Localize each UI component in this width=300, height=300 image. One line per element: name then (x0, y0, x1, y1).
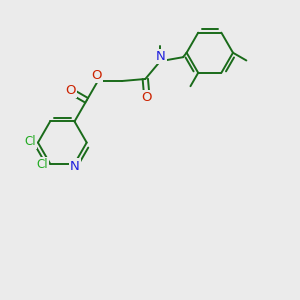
Text: Cl: Cl (24, 135, 36, 148)
Text: N: N (156, 50, 166, 63)
Text: O: O (65, 84, 76, 97)
Text: N: N (70, 160, 80, 172)
Text: Cl: Cl (36, 158, 48, 171)
Text: O: O (142, 92, 152, 104)
Text: O: O (92, 69, 102, 82)
